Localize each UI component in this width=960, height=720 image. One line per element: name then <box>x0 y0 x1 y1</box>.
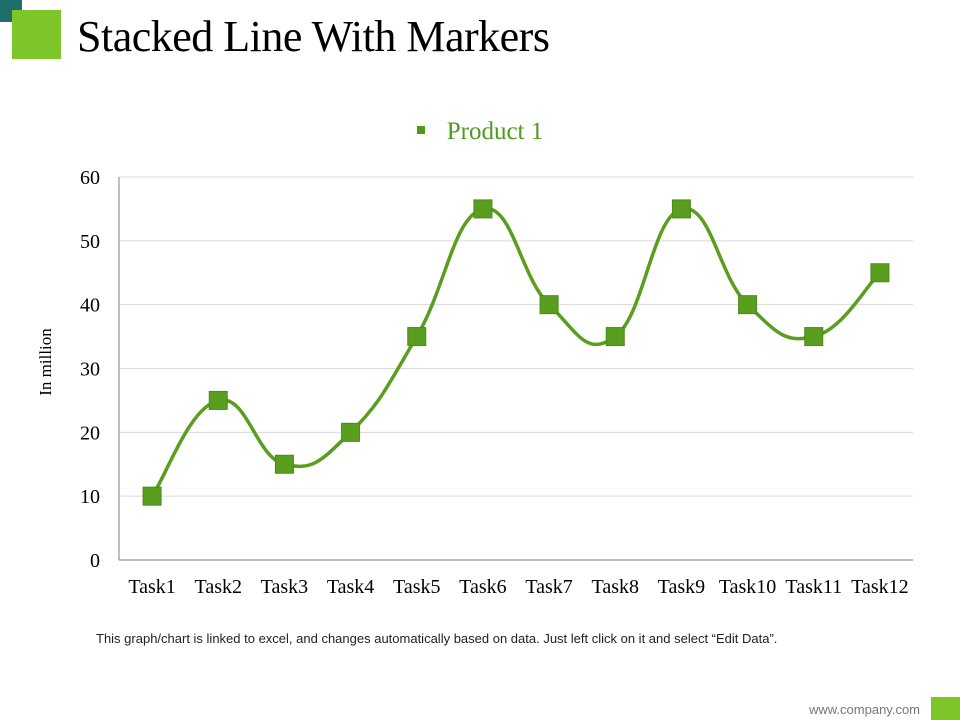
title-accent-square <box>12 10 61 59</box>
series-markers <box>142 199 890 506</box>
footer-url[interactable]: www.company.com <box>808 702 920 717</box>
y-tick-label: 40 <box>80 295 100 317</box>
x-tick-label: Task12 <box>851 576 908 598</box>
data-point-marker <box>341 422 361 442</box>
chart-note: This graph/chart is linked to excel, and… <box>96 631 778 646</box>
x-tick-label: Task10 <box>719 576 776 598</box>
data-point-marker <box>870 263 890 283</box>
data-point-marker <box>473 199 493 219</box>
x-tick-labels: Task1 Task2 Task3 Task4 Task5 Task6 Task7 Task8… <box>128 576 908 598</box>
data-point-marker <box>605 327 625 347</box>
data-point-marker <box>208 390 228 410</box>
x-tick-label: Task6 <box>459 576 506 598</box>
slide-title: Stacked Line With Markers <box>77 12 550 61</box>
data-point-marker <box>539 295 559 315</box>
x-tick-label: Task11 <box>785 576 842 598</box>
y-tick-label: 10 <box>80 486 100 508</box>
y-tick-label: 30 <box>80 359 100 381</box>
x-tick-label: Task3 <box>261 576 308 598</box>
x-tick-label: Task2 <box>195 576 242 598</box>
axes <box>118 177 913 561</box>
x-tick-label: Task4 <box>327 576 374 598</box>
data-point-marker <box>407 327 427 347</box>
x-tick-label: Task7 <box>525 576 572 598</box>
y-tick-labels: 0 10 20 30 40 50 60 <box>80 167 100 572</box>
data-point-marker <box>738 295 758 315</box>
x-tick-label: Task8 <box>592 576 639 598</box>
y-tick-label: 50 <box>80 231 100 253</box>
chart-legend: Product 1 <box>0 118 960 146</box>
grid-lines <box>119 176 913 497</box>
data-point-marker <box>671 199 691 219</box>
y-tick-label: 60 <box>80 167 100 189</box>
x-tick-label: Task5 <box>393 576 440 598</box>
x-tick-label: Task9 <box>658 576 705 598</box>
x-tick-label: Task1 <box>128 576 175 598</box>
y-tick-label: 0 <box>90 550 100 572</box>
data-point-marker <box>274 454 294 474</box>
y-tick-label: 20 <box>80 422 100 444</box>
footer-accent-square <box>931 697 960 720</box>
data-point-marker <box>804 327 824 347</box>
series-lines <box>150 206 882 498</box>
legend-label: Product 1 <box>446 118 544 145</box>
legend-marker <box>416 126 425 135</box>
data-point-marker <box>142 486 162 506</box>
series-line <box>150 206 882 498</box>
